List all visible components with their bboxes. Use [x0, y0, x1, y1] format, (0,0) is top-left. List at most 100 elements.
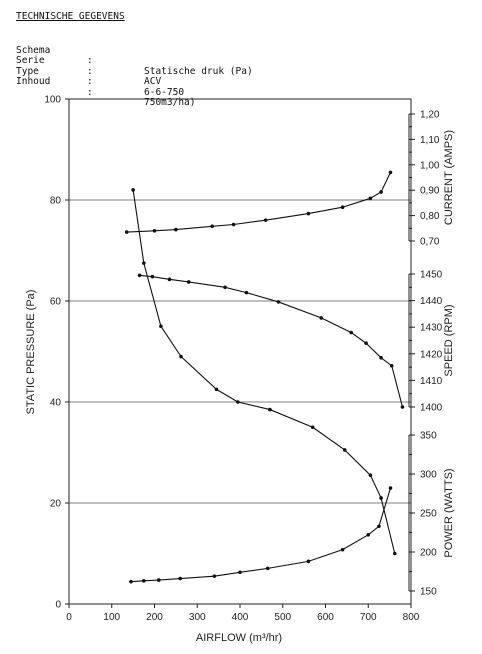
spec-key: Type — [16, 65, 39, 77]
y-tick-label: 100 — [44, 95, 61, 106]
data-point — [276, 300, 281, 304]
spec-row-serie: Serie : ACV — [16, 46, 161, 86]
series-line — [132, 189, 396, 554]
right-axis-tick-label: 250 — [420, 509, 437, 520]
data-point — [379, 496, 383, 500]
right-axis-tick-label: 1450 — [420, 270, 443, 281]
y-tick-label: 80 — [50, 196, 62, 207]
spec-separator: : — [87, 86, 93, 98]
axes: 0 100 200 300 400 500 600 700 800 0 20 40 60 80 100 0,7… — [44, 95, 455, 624]
x-tick-label: 400 — [232, 612, 249, 623]
spec-separator: : — [87, 65, 93, 77]
y-tick-label: 0 — [55, 600, 61, 611]
data-point — [342, 448, 347, 452]
right-axis-tick-label: 1,20 — [420, 110, 440, 121]
data-point — [244, 290, 249, 295]
right-axis-tick-label: 1430 — [420, 323, 443, 334]
spec-value: 750m3/ha) — [144, 97, 196, 108]
spec-list: Schema : Statische druk (Pa) Serie : ACV… — [16, 35, 253, 108]
data-point — [142, 261, 146, 265]
y-tick-label: 40 — [50, 398, 62, 409]
right-axis-tick-label: 1410 — [420, 376, 443, 387]
data-point — [388, 486, 393, 490]
spec-key: Inhoud — [16, 76, 51, 87]
x-tick-label: 0 — [66, 612, 72, 623]
right-axis-label: CURRENT (AMPS) — [443, 130, 455, 225]
right-axis-tick-label: 1420 — [420, 349, 443, 360]
data-point — [268, 407, 272, 412]
data-point — [212, 574, 217, 578]
right-axis-label: POWER (WATTS) — [443, 468, 455, 557]
data-point — [156, 578, 161, 582]
data-point — [368, 196, 373, 201]
data-point — [306, 211, 311, 216]
right-axis-tick-label: 0,80 — [420, 211, 440, 222]
data-point — [388, 170, 393, 175]
data-point — [223, 285, 227, 290]
data-point — [310, 425, 315, 430]
data-point — [131, 188, 135, 192]
x-tick-label: 500 — [274, 612, 291, 623]
data-point — [186, 280, 191, 284]
right-axis-tick-label: 1400 — [420, 403, 443, 414]
right-axis-tick-label: 150 — [420, 587, 437, 598]
y-axis-label: STATIC PRESSURE (Pa) — [25, 290, 37, 415]
data-point — [178, 576, 182, 581]
data-point — [379, 190, 383, 194]
x-tick-label: 200 — [146, 612, 163, 623]
data-point — [366, 533, 371, 537]
y-tick-label: 60 — [50, 297, 62, 308]
series-line — [139, 274, 403, 408]
spec-separator: : — [87, 76, 93, 87]
series-line — [126, 172, 391, 233]
spec-row-type: Type : 6-6-750 — [16, 56, 184, 97]
data-point — [263, 218, 268, 222]
data-point — [368, 473, 373, 478]
data-point — [174, 227, 178, 232]
data-point — [129, 579, 133, 584]
right-axis-tick-label: 1440 — [420, 296, 443, 307]
data-point — [214, 387, 219, 392]
data-point — [159, 324, 163, 329]
data-point — [231, 222, 236, 227]
spec-value: 6-6-750 — [144, 86, 185, 98]
data-point — [389, 363, 394, 368]
right-axis-tick-label: 0,70 — [420, 237, 440, 248]
spec-row-inhoud: Inhoud : 750m3/ha) — [16, 67, 195, 107]
data-point — [340, 547, 345, 552]
x-tick-label: 700 — [360, 612, 377, 623]
series — [124, 170, 405, 584]
plot-frame — [68, 98, 412, 605]
data-point — [265, 566, 270, 571]
data-point — [400, 405, 405, 409]
spec-separator: : — [87, 55, 93, 66]
data-point — [379, 355, 383, 360]
x-tick-label: 600 — [317, 612, 334, 623]
data-point — [142, 579, 146, 583]
spec-key: Serie — [16, 55, 45, 66]
right-axis-tick-label: 1,00 — [420, 160, 440, 171]
y-tick-label: 20 — [50, 499, 62, 510]
data-point — [150, 274, 155, 279]
data-point — [137, 273, 142, 278]
spec-key: Schema — [16, 44, 51, 56]
data-point — [340, 205, 345, 210]
data-point — [364, 341, 368, 345]
data-point — [152, 229, 157, 233]
right-axis-tick-label: 200 — [420, 548, 437, 559]
x-tick-label: 100 — [103, 612, 120, 623]
page-heading: TECHNISCHE GEGEVENS — [16, 11, 125, 22]
right-axis-tick-label: 0,90 — [420, 186, 440, 197]
data-point — [236, 400, 240, 404]
data-point — [179, 354, 183, 359]
spec-value: ACV — [144, 76, 162, 87]
spec-value: Statische druk (Pa) — [144, 65, 253, 77]
data-point — [349, 330, 353, 335]
data-point — [392, 551, 397, 556]
x-tick-label: 800 — [403, 612, 420, 623]
data-point — [210, 224, 215, 229]
gridlines — [69, 98, 411, 605]
right-axis-tick-label: 350 — [420, 431, 437, 442]
right-axis-tick-label: 1,10 — [420, 135, 440, 146]
